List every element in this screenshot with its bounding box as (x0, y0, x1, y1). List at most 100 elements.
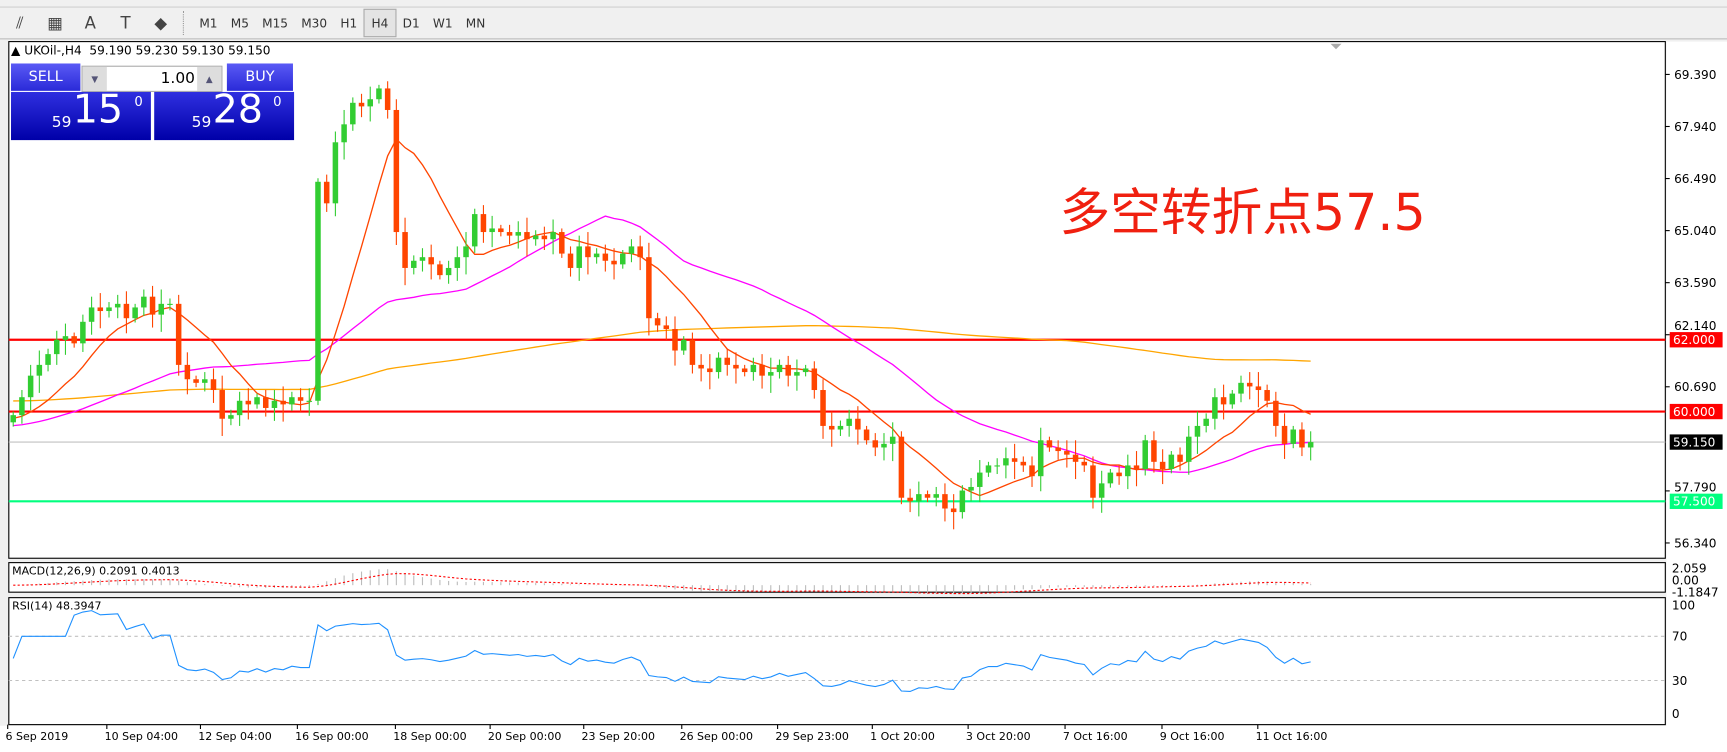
candle-body (419, 257, 426, 261)
candle-body (114, 303, 121, 308)
period-mn[interactable]: MN (465, 15, 486, 31)
candle-body (1037, 440, 1044, 477)
macd-signal-line (13, 573, 1311, 595)
time-label: 11 Oct 16:00 (1256, 730, 1328, 743)
time-label: 6 Sep 2019 (6, 730, 69, 743)
text-icon[interactable]: A (84, 13, 96, 33)
candle-body (567, 253, 574, 268)
lot-increase-icon[interactable]: ▲ (197, 66, 222, 91)
candle-body (97, 307, 104, 312)
candle-body (236, 400, 243, 416)
period-m5[interactable]: M5 (230, 15, 249, 31)
sell-price-prefix: 59 (51, 113, 72, 132)
candle-body (332, 142, 339, 204)
fibonacci-expansion-icon[interactable]: ⫽ (16, 13, 24, 33)
candle-body (1029, 465, 1035, 477)
rsi-tick-label: 0 (1672, 707, 1680, 721)
candle-body (428, 257, 434, 265)
rsi-tick-label: 70 (1672, 630, 1687, 644)
period-d1[interactable]: D1 (402, 15, 420, 31)
buy-button[interactable]: BUY (226, 63, 293, 91)
text-label-icon[interactable]: T (120, 13, 131, 33)
period-m1[interactable]: M1 (199, 15, 218, 31)
candle-body (1299, 429, 1305, 448)
candle-body (1159, 461, 1166, 470)
candle-body (1229, 393, 1236, 405)
candle-body (1151, 440, 1157, 462)
candle-body (811, 368, 818, 391)
candle-body (393, 109, 400, 233)
time-label: 10 Sep 04:00 (105, 730, 178, 743)
candle-body (463, 246, 469, 258)
price-label-box (1669, 434, 1723, 450)
candle-body (402, 232, 408, 268)
candle-body (1090, 465, 1096, 498)
period-m15[interactable]: M15 (262, 15, 289, 31)
rsi-line (12, 610, 1311, 693)
sell-price-button[interactable]: 59 15 0 (11, 88, 151, 141)
candle-body (315, 181, 321, 401)
candle-body (916, 494, 922, 502)
candle-body (19, 397, 25, 416)
collapse-triangle-icon[interactable]: ▲ (11, 43, 25, 59)
candle-body (27, 375, 34, 398)
candle-body (62, 336, 69, 340)
toolbar: ⫽ ▦ A T ◆ M1 M5 M15 M30 H1 H4 D1 W1 MN (0, 7, 1727, 40)
candle-body (750, 364, 757, 373)
sell-button[interactable]: SELL (11, 63, 81, 91)
buy-price-sup: 0 (273, 94, 282, 110)
period-m30[interactable]: M30 (301, 15, 328, 31)
candle-body (245, 400, 252, 405)
candle-body (968, 486, 974, 491)
candle-body (219, 390, 225, 419)
candle-body (149, 296, 156, 315)
time-label: 23 Sep 20:00 (582, 730, 655, 743)
candle-body (1255, 386, 1262, 391)
arrows-dropdown-icon[interactable]: ◆ (154, 13, 168, 33)
lot-size-stepper[interactable]: ▼ 1.00 ▲ (81, 65, 223, 92)
candle-body (1107, 472, 1114, 484)
buy-price-button[interactable]: 59 28 0 (154, 88, 295, 141)
period-h1[interactable]: H1 (340, 15, 358, 31)
candle-body (341, 124, 347, 143)
candle-body (1142, 440, 1148, 470)
candle-body (489, 228, 495, 233)
candle-body (80, 321, 86, 344)
candle-body (254, 397, 260, 405)
candle-body (933, 494, 939, 498)
candle-body (1116, 472, 1122, 477)
candle-body (646, 257, 652, 319)
candle-body (175, 303, 182, 365)
period-h4[interactable]: H4 (363, 8, 397, 38)
rsi-label: RSI(14) 48.3947 (12, 600, 101, 613)
lot-decrease-icon[interactable]: ▼ (82, 66, 107, 91)
candle-body (1203, 418, 1209, 426)
time-label: 16 Sep 00:00 (295, 730, 368, 743)
candle-body (1281, 425, 1288, 444)
rsi-panel (8, 597, 1666, 726)
sell-price-sup: 0 (134, 94, 143, 110)
lot-size-input[interactable]: 1.00 (160, 70, 195, 88)
chart-annotation[interactable]: 多空转折点57.5 (1059, 182, 1426, 242)
fibonacci-fan-icon[interactable]: ▦ (47, 13, 63, 33)
candle-body (323, 181, 330, 204)
candle-body (907, 497, 913, 502)
candle-body (628, 246, 635, 254)
candle-body (437, 264, 443, 276)
ma-fast-line (13, 137, 1311, 497)
chart-shift-marker-icon (1330, 43, 1342, 50)
candle-body (1194, 425, 1201, 437)
candle-body (480, 214, 487, 233)
candle-body (715, 357, 722, 373)
candle-body (280, 400, 286, 405)
candle-body (1011, 458, 1018, 462)
candle-body (733, 364, 739, 369)
candle-body (515, 232, 522, 236)
candle-body (593, 253, 600, 258)
time-label: 7 Oct 16:00 (1063, 730, 1128, 743)
candle-body (846, 418, 852, 426)
candle-body (1055, 447, 1061, 452)
period-w1[interactable]: W1 (432, 15, 453, 31)
candle-body (289, 397, 295, 405)
